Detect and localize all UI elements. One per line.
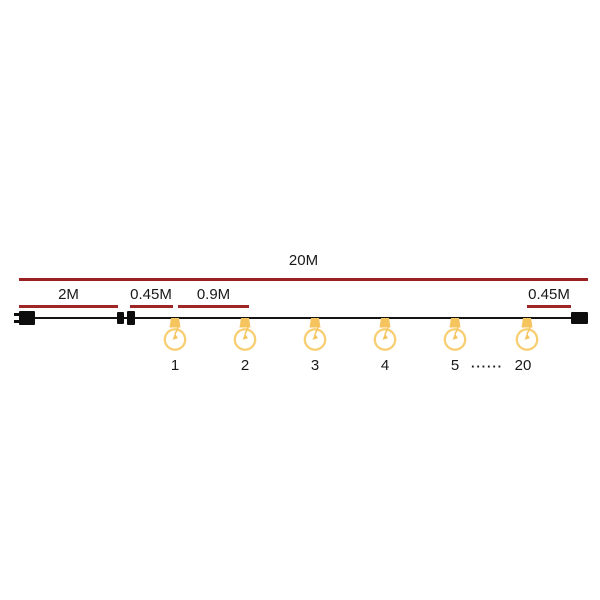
connector-plug-icon	[127, 311, 135, 325]
first-bulb-offset-measure-line	[130, 305, 173, 308]
plug-prong-icon	[14, 320, 20, 323]
bulb-spacing-measure-line	[178, 305, 249, 308]
end-cap-icon	[571, 312, 588, 324]
first-bulb-offset-label: 0.45M	[130, 286, 172, 303]
light-bulb-icon	[303, 318, 327, 351]
connector-socket-icon	[117, 312, 124, 324]
bulb-number-1: 1	[170, 357, 180, 374]
lead-wire-measure-line	[19, 305, 118, 308]
ellipsis-dots: ······	[471, 359, 503, 374]
bulb-spacing-label: 0.9M	[196, 286, 231, 303]
bulb-number-5: 5	[450, 357, 460, 374]
bulb-number-2: 2	[240, 357, 250, 374]
power-plug-icon	[19, 311, 35, 325]
bulb-number-3: 3	[310, 357, 320, 374]
light-bulb-icon	[233, 318, 257, 351]
total-length-label: 20M	[288, 252, 319, 269]
light-bulb-icon	[373, 318, 397, 351]
bulb-number-4: 4	[380, 357, 390, 374]
lead-wire-length-label: 2M	[58, 286, 79, 303]
light-bulb-icon	[443, 318, 467, 351]
tail-measure-line	[527, 305, 571, 308]
bulb-number-20: 20	[514, 357, 532, 374]
plug-prong-icon	[14, 313, 20, 316]
light-bulb-icon	[163, 318, 187, 351]
power-cable	[28, 317, 580, 319]
total-length-measure-line	[19, 278, 588, 281]
light-bulb-icon	[515, 318, 539, 351]
tail-length-label: 0.45M	[528, 286, 570, 303]
